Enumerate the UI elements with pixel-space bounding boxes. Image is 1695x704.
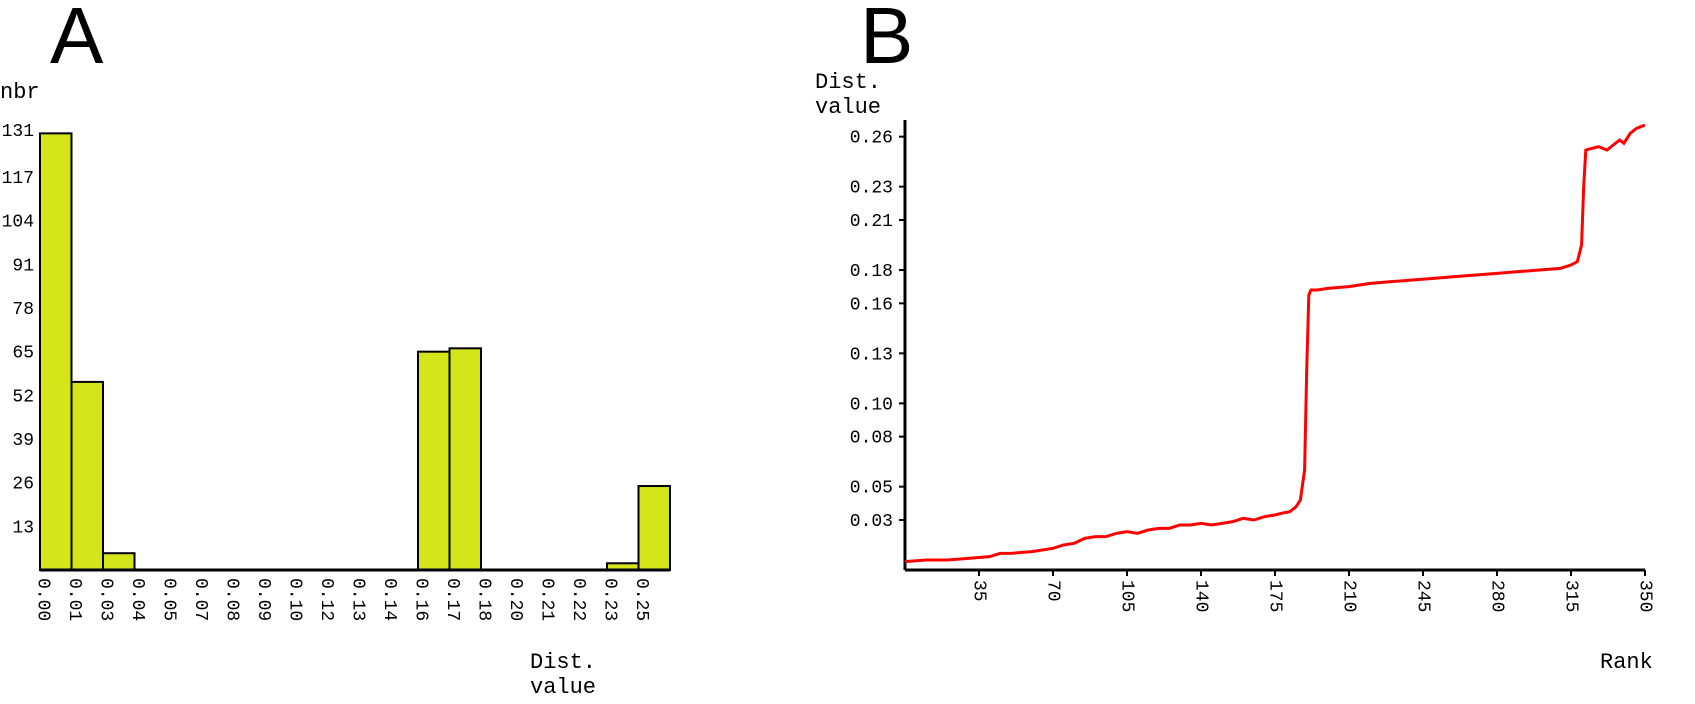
panel-a-ylabel: nbr [0,80,40,105]
svg-text:52: 52 [12,387,34,407]
svg-text:0.22: 0.22 [568,578,588,621]
svg-text:0.16: 0.16 [410,578,430,621]
panel-b-xlabel: Rank [1600,650,1653,675]
svg-text:0.25: 0.25 [631,578,651,621]
svg-text:0.05: 0.05 [158,578,178,621]
histogram-chart: 132639526578911041171310.000.010.030.040… [40,130,680,650]
svg-text:104: 104 [2,213,34,233]
svg-text:0.01: 0.01 [64,578,84,621]
svg-text:0.07: 0.07 [190,578,210,621]
svg-text:0.08: 0.08 [221,578,241,621]
svg-text:70: 70 [1042,580,1062,602]
svg-text:0.23: 0.23 [850,179,893,199]
svg-text:0.12: 0.12 [316,578,336,621]
svg-text:0.17: 0.17 [442,578,462,621]
svg-text:280: 280 [1486,580,1506,612]
svg-text:0.08: 0.08 [850,429,893,449]
svg-text:0.14: 0.14 [379,578,399,621]
svg-text:210: 210 [1338,580,1358,612]
panel-a-label: A [50,0,103,82]
svg-text:175: 175 [1264,580,1284,612]
svg-text:140: 140 [1190,580,1210,612]
svg-text:0.03: 0.03 [850,512,893,532]
svg-text:65: 65 [12,344,34,364]
svg-text:13: 13 [12,518,34,538]
svg-text:0.04: 0.04 [127,578,147,621]
svg-text:0.05: 0.05 [850,479,893,499]
line-chart: 0.030.050.080.100.130.160.180.210.230.26… [905,120,1665,650]
svg-text:315: 315 [1560,580,1580,612]
svg-text:0.18: 0.18 [850,262,893,282]
svg-text:0.21: 0.21 [850,212,893,232]
svg-text:0.13: 0.13 [850,345,893,365]
svg-text:117: 117 [2,169,34,189]
svg-text:350: 350 [1634,580,1654,612]
svg-text:78: 78 [12,300,34,320]
svg-text:0.10: 0.10 [850,395,893,415]
svg-text:0.13: 0.13 [347,578,367,621]
svg-text:0.03: 0.03 [95,578,115,621]
svg-text:91: 91 [12,256,34,276]
svg-text:39: 39 [12,431,34,451]
svg-text:105: 105 [1116,580,1136,612]
svg-text:245: 245 [1412,580,1432,612]
svg-text:0.21: 0.21 [536,578,556,621]
svg-text:26: 26 [12,475,34,495]
svg-text:35: 35 [968,580,988,602]
svg-text:0.18: 0.18 [473,578,493,621]
svg-text:131: 131 [2,122,34,142]
svg-text:0.23: 0.23 [599,578,619,621]
svg-text:0.09: 0.09 [253,578,273,621]
svg-text:0.00: 0.00 [32,578,52,621]
svg-text:0.20: 0.20 [505,578,525,621]
svg-text:0.10: 0.10 [284,578,304,621]
panel-b-title: Dist. value [815,70,881,120]
panel-a-xlabel: Dist. value [530,650,596,700]
svg-text:0.16: 0.16 [850,295,893,315]
svg-text:0.26: 0.26 [850,129,893,149]
